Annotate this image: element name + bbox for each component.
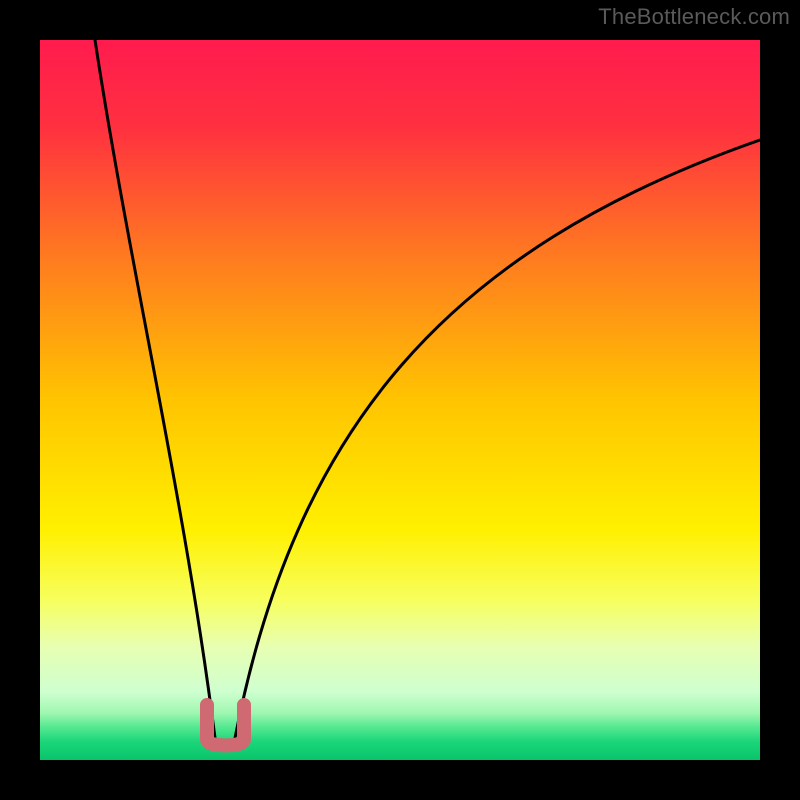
watermark-text: TheBottleneck.com — [598, 4, 790, 30]
chart-svg — [0, 0, 800, 800]
chart-canvas: TheBottleneck.com — [0, 0, 800, 800]
gradient-plot-area — [40, 40, 760, 760]
